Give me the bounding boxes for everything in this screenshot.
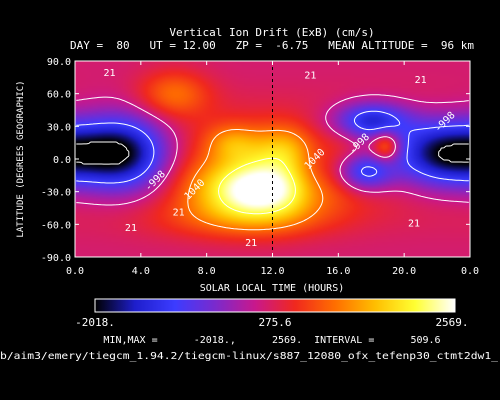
- y-tick-label: 90.0: [47, 57, 71, 68]
- y-tick-label: -60.0: [41, 220, 71, 231]
- contour-label: 21: [408, 219, 420, 230]
- contour-line: [76, 94, 469, 206]
- chart-subtitle: DAY = 80 UT = 12.00 ZP = -6.75 MEAN ALTI…: [70, 39, 474, 52]
- x-tick-label: 4.0: [132, 266, 150, 277]
- y-tick-label: 30.0: [47, 122, 71, 133]
- x-tick-label: 20.0: [392, 266, 416, 277]
- y-tick-label: 0.0: [53, 155, 71, 166]
- x-tick-label: 12.0: [260, 266, 284, 277]
- contour-line: [76, 110, 469, 184]
- chart-title: Vertical Ion Drift (ExB) (cm/s): [169, 26, 374, 39]
- x-tick-label: 0.0: [461, 266, 479, 277]
- colorbar-max-label: 2569.: [435, 316, 468, 329]
- contour-line: [76, 141, 469, 165]
- colorbar: -2018. 275.6 2569.: [75, 298, 469, 329]
- contour-label: 21: [125, 223, 137, 234]
- contour-line: [218, 157, 296, 215]
- contour-line: [187, 129, 324, 231]
- colorbar-min-label: -2018.: [75, 316, 115, 329]
- contour-label: 21: [245, 238, 257, 249]
- y-tick-label: -30.0: [41, 188, 71, 199]
- x-axis-label: SOLAR LOCAL TIME (HOURS): [200, 283, 345, 294]
- contour-label: 21: [415, 75, 427, 86]
- x-tick-label: 0.0: [66, 266, 84, 277]
- x-tick-label: 8.0: [198, 266, 216, 277]
- colorbar-gradient: [94, 298, 456, 313]
- y-tick-label: 60.0: [47, 90, 71, 101]
- contour-lines: [76, 94, 469, 231]
- axes: 0.0 4.0 8.0 12.0 16.0 20.0 0.0 90.0 60.0 30.0 0.0 -…: [41, 57, 479, 277]
- y-axis-label: LATITUDE (DEGREES GEOGRAPHIC): [16, 80, 26, 237]
- contour-label: 21: [104, 68, 116, 79]
- contour-label: 21: [173, 208, 185, 219]
- y-tick-label: -90.0: [41, 253, 71, 264]
- contour-label: 21: [304, 70, 316, 81]
- stats-line: MIN,MAX = -2018., 2569. INTERVAL = 509.6: [103, 335, 440, 346]
- file-path: b/aim3/emery/tiegcm_1.94.2/tiegcm-linux/…: [0, 351, 498, 362]
- x-tick-label: 16.0: [326, 266, 350, 277]
- colorbar-mid-label: 275.6: [258, 316, 291, 329]
